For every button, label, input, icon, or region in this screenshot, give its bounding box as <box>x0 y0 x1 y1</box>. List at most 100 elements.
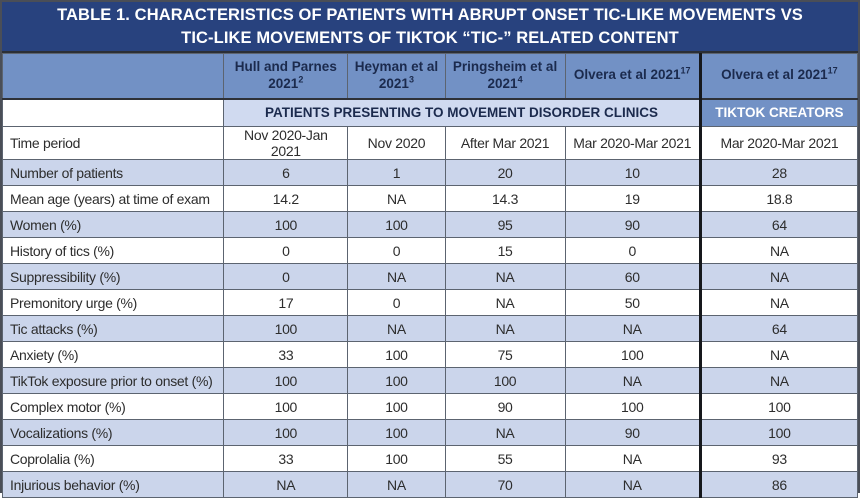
table-cell: Mar 2020-Mar 2021 <box>698 126 859 160</box>
table-cell: 14.2 <box>223 185 349 212</box>
table-cell: After Mar 2021 <box>444 126 566 160</box>
citation-superscript: 17 <box>680 65 691 76</box>
table-row: Number of patients 6 1 20 10 28 <box>1 159 859 186</box>
table-cell: 0 <box>347 289 446 316</box>
table-cell: NA <box>347 185 446 212</box>
table-cell: 100 <box>698 419 859 446</box>
table-cell: NA <box>564 445 701 472</box>
table-row: Complex motor (%) 100 100 90 100 100 <box>1 393 859 420</box>
table-cell: 95 <box>444 211 566 238</box>
group-header-clinics: PATIENTS PRESENTING TO MOVEMENT DISORDER… <box>223 98 701 127</box>
column-header-heyman: Heyman et al 20213 <box>347 53 446 100</box>
row-label: Number of patients <box>1 159 225 186</box>
table-cell: 100 <box>347 419 446 446</box>
table-cell: 0 <box>564 237 701 264</box>
table-cell: 100 <box>347 393 446 420</box>
table-cell: 50 <box>564 289 701 316</box>
table-cell: NA <box>698 263 859 290</box>
table-cell: 90 <box>564 419 701 446</box>
table-cell: 100 <box>223 367 349 394</box>
row-label: Time period <box>1 126 225 160</box>
group-header-blank-cell <box>1 98 225 127</box>
table-cell: NA <box>444 289 566 316</box>
table-cell: NA <box>698 367 859 394</box>
column-header-label: Pringsheim et al 2021 <box>452 58 558 91</box>
table-cell: 15 <box>444 237 566 264</box>
row-label: TikTok exposure prior to onset (%) <box>1 367 225 394</box>
table-cell: Nov 2020-Jan 2021 <box>223 126 349 160</box>
table-row: Women (%) 100 100 95 90 64 <box>1 211 859 238</box>
table-cell: 100 <box>223 419 349 446</box>
table-cell: NA <box>347 471 446 498</box>
row-label: Complex motor (%) <box>1 393 225 420</box>
table-cell: NA <box>698 237 859 264</box>
table-cell: 90 <box>444 393 566 420</box>
table-cell: 20 <box>444 159 566 186</box>
table-cell: 70 <box>444 471 566 498</box>
table-row: Anxiety (%) 33 100 75 100 NA <box>1 341 859 368</box>
table-cell: 100 <box>347 341 446 368</box>
table-cell: 17 <box>223 289 349 316</box>
table-cell: 100 <box>444 367 566 394</box>
table-cell: 100 <box>564 341 701 368</box>
table-cell: Nov 2020 <box>347 126 446 160</box>
table-cell: 6 <box>223 159 349 186</box>
row-label: History of tics (%) <box>1 237 225 264</box>
citation-superscript: 2 <box>298 74 304 85</box>
table-title-line1: TABLE 1. CHARACTERISTICS OF PATIENTS WIT… <box>57 5 803 24</box>
table-cell: NA <box>347 263 446 290</box>
row-label: Tic attacks (%) <box>1 315 225 342</box>
table-cell: NA <box>564 315 701 342</box>
corner-cell <box>1 53 225 100</box>
table-cell: 100 <box>223 393 349 420</box>
table-cell: 0 <box>223 263 349 290</box>
table-cell: 19 <box>564 185 701 212</box>
table-cell: Mar 2020-Mar 2021 <box>564 126 701 160</box>
table-cell: 1 <box>347 159 446 186</box>
table-cell: 100 <box>564 393 701 420</box>
column-header-olvera-clinics: Olvera et al 202117 <box>564 53 701 100</box>
table-title: TABLE 1. CHARACTERISTICS OF PATIENTS WIT… <box>2 2 858 53</box>
column-header-label: Olvera et al 2021 <box>721 67 828 83</box>
row-label: Suppressibility (%) <box>1 263 225 290</box>
table-cell: NA <box>444 419 566 446</box>
group-header-tiktok-creators: TIKTOK CREATORS <box>698 98 859 127</box>
row-label: Vocalizations (%) <box>1 419 225 446</box>
row-label: Premonitory urge (%) <box>1 289 225 316</box>
column-header-row: Hull and Parnes 20212 Heyman et al 20213… <box>1 53 859 100</box>
row-label: Women (%) <box>1 211 225 238</box>
table-title-line2: TIC-LIKE MOVEMENTS OF TIKTOK “TIC-” RELA… <box>181 28 679 47</box>
group-header-row: PATIENTS PRESENTING TO MOVEMENT DISORDER… <box>1 98 859 127</box>
column-header-label: Heyman et al 2021 <box>354 58 439 91</box>
row-label: Anxiety (%) <box>1 341 225 368</box>
table-cell: 55 <box>444 445 566 472</box>
table-cell: 33 <box>223 445 349 472</box>
table-cell: NA <box>698 289 859 316</box>
table-cell: NA <box>564 367 701 394</box>
column-header-label: Hull and Parnes 2021 <box>234 58 337 91</box>
table-cell: 100 <box>223 315 349 342</box>
table-cell: 100 <box>347 367 446 394</box>
table-cell: 86 <box>698 471 859 498</box>
column-header-pringsheim: Pringsheim et al 20214 <box>444 53 566 100</box>
table-cell: NA <box>223 471 349 498</box>
table-row: Tic attacks (%) 100 NA NA NA 64 <box>1 315 859 342</box>
table-cell: 60 <box>564 263 701 290</box>
table-cell: 100 <box>347 211 446 238</box>
table-cell: 33 <box>223 341 349 368</box>
table-row: Time period Nov 2020-Jan 2021 Nov 2020 Afte… <box>1 126 859 160</box>
citation-superscript: 17 <box>827 65 838 76</box>
characteristics-table: Hull and Parnes 20212 Heyman et al 20213… <box>1 53 859 498</box>
table-row: TikTok exposure prior to onset (%) 100 100… <box>1 367 859 394</box>
table-cell: 93 <box>698 445 859 472</box>
column-header-label: Olvera et al 2021 <box>573 67 681 83</box>
citation-superscript: 3 <box>408 74 414 85</box>
column-header-hull-and-parnes: Hull and Parnes 20212 <box>223 53 349 100</box>
table-cell: NA <box>347 315 446 342</box>
table-cell: 14.3 <box>444 185 566 212</box>
row-label: Mean age (years) at time of exam <box>1 185 225 212</box>
table-cell: 100 <box>223 211 349 238</box>
table-cell: 64 <box>698 315 859 342</box>
row-label: Coprolalia (%) <box>1 445 225 472</box>
